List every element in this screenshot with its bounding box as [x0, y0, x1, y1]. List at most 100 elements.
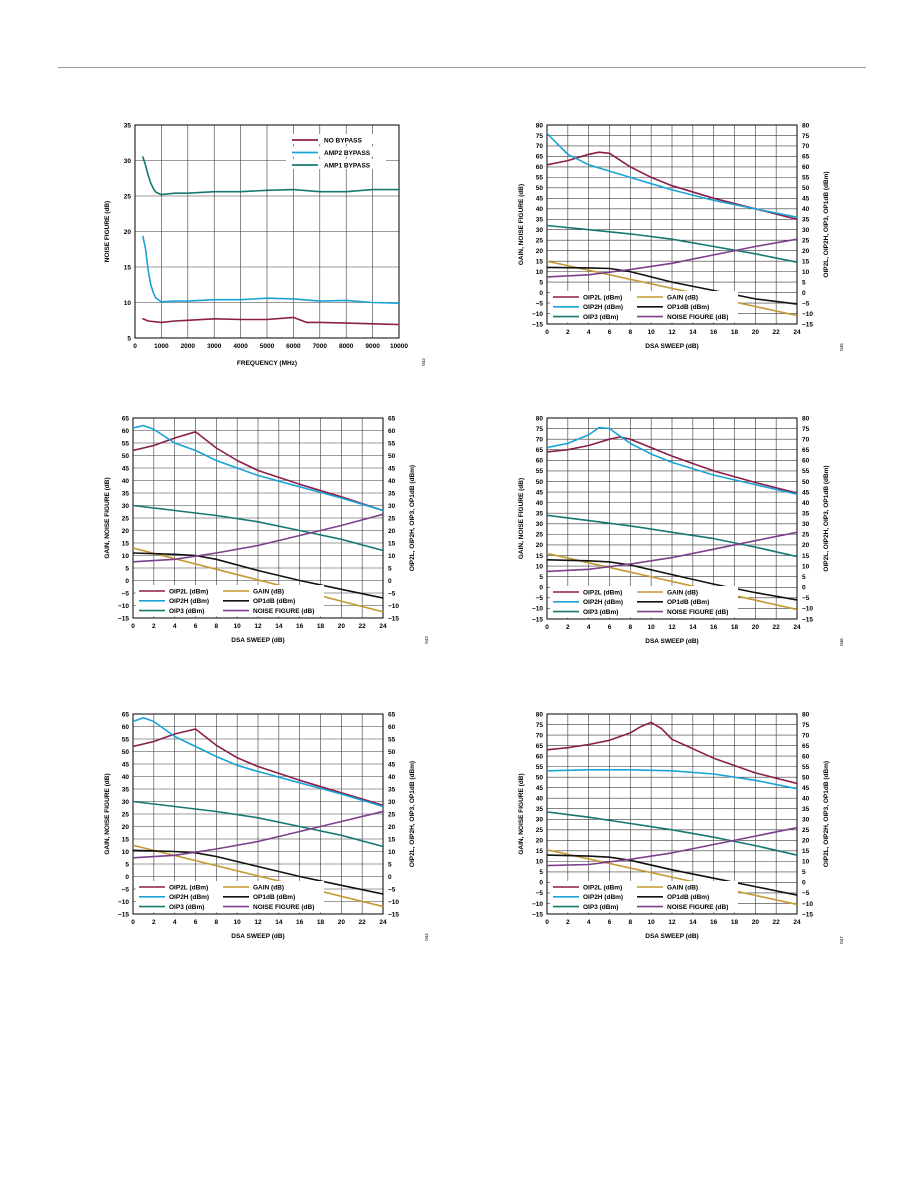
- y-tick-label: 15: [536, 258, 544, 265]
- x-tick-label: 18: [317, 919, 325, 926]
- x-tick-label: 14: [275, 623, 283, 630]
- legend-label-noise-figure-db: NOISE FIGURE (dB): [253, 904, 314, 911]
- y-right-tick-label: 65: [388, 711, 396, 718]
- x-tick-label: 6: [608, 624, 612, 631]
- y-right-tick-label: 20: [388, 528, 396, 535]
- y-tick-label: −15: [532, 321, 543, 328]
- x-tick-label: 14: [275, 919, 283, 926]
- y-tick-label: −10: [532, 606, 543, 613]
- x-tick-label: 8: [629, 624, 633, 631]
- y-tick-label: −15: [532, 616, 543, 623]
- y-right-tick-label: 25: [388, 515, 396, 522]
- y-tick-label: 25: [122, 811, 130, 818]
- series-line-oip2l-dbm: [547, 436, 797, 494]
- legend-label-oip3-dbm: OIP3 (dBm): [169, 608, 204, 615]
- y-right-tick-label: −15: [802, 616, 813, 623]
- y-tick-label: 60: [536, 458, 544, 465]
- x-tick-label: 10: [648, 329, 656, 336]
- series-line-noise-figure-db: [133, 513, 383, 563]
- figure-code: 044: [424, 933, 429, 941]
- x-tick-label: 4: [587, 624, 591, 631]
- y-tick-label: 15: [536, 553, 544, 560]
- y-right-tick-label: 60: [388, 428, 396, 435]
- y-right-tick-label: 40: [802, 500, 810, 507]
- y-tick-label: 40: [122, 774, 130, 781]
- y-right-tick-label: −5: [388, 590, 396, 597]
- y-axis-label-right: OIP2L, OIP2H, OIP3, OP1dB (dBm): [823, 465, 830, 571]
- series-line-amp2-bypass: [142, 235, 399, 304]
- y-tick-label: −5: [122, 590, 130, 597]
- y-tick-label: 5: [539, 869, 543, 876]
- y-tick-label: 30: [536, 521, 544, 528]
- x-tick-label: 6000: [286, 343, 301, 350]
- y-tick-label: 70: [536, 732, 544, 739]
- x-tick-label: 4: [587, 329, 591, 336]
- y-right-tick-label: 10: [388, 849, 396, 856]
- y-tick-label: 55: [536, 468, 544, 475]
- series-line-oip2h-dbm: [547, 769, 797, 790]
- y-tick-label: 25: [124, 193, 132, 200]
- y-tick-label: 55: [536, 175, 544, 182]
- legend-label-oip2l-dbm: OIP2L (dBm): [583, 589, 622, 596]
- x-tick-label: 20: [338, 919, 346, 926]
- legend-label-oip2h-dbm: OIP2H (dBm): [583, 304, 623, 311]
- legend-label-noise-figure-db: NOISE FIGURE (dB): [253, 608, 314, 615]
- y-right-tick-label: 15: [802, 553, 810, 560]
- y-tick-label: 70: [536, 143, 544, 150]
- y-right-tick-label: 45: [802, 785, 810, 792]
- y-axis-label: GAIN, NOISE FIGURE (dB): [104, 477, 111, 558]
- legend-label-oip3-dbm: OIP3 (dBm): [169, 904, 204, 911]
- y-right-tick-label: −15: [802, 911, 813, 918]
- y-right-tick-label: 45: [388, 465, 396, 472]
- y-tick-label: 50: [536, 185, 544, 192]
- series-line-gain-db: [547, 552, 797, 611]
- y-tick-label: −10: [532, 311, 543, 318]
- series-line-op1db-dbm: [547, 266, 797, 305]
- chart-3: 0 2 4 6 8 10 12 14 16 18 20 22 24−15 −15−10 −10−5 −50 05…: [104, 415, 429, 644]
- y-tick-label: 35: [536, 217, 544, 224]
- y-right-tick-label: 0: [802, 880, 806, 887]
- legend-label-gain-db: GAIN (dB): [667, 884, 698, 891]
- y-right-tick-label: 35: [388, 786, 396, 793]
- series-line-op1db-dbm: [133, 552, 383, 599]
- legend-label-noise-figure-db: NOISE FIGURE (dB): [667, 609, 728, 616]
- y-right-tick-label: 20: [802, 248, 810, 255]
- figure-code: 045: [839, 343, 844, 351]
- plot-frame: [132, 417, 384, 619]
- y-right-tick-label: −10: [802, 311, 813, 318]
- y-tick-label: 55: [536, 764, 544, 771]
- y-tick-label: 75: [536, 133, 544, 140]
- y-tick-label: 80: [536, 415, 544, 422]
- series-line-oip3-dbm: [547, 224, 797, 263]
- y-tick-label: 65: [122, 415, 130, 422]
- y-right-tick-label: 50: [388, 453, 396, 460]
- x-axis-label: DSA SWEEP (dB): [645, 638, 698, 645]
- x-tick-label: 14: [689, 329, 697, 336]
- y-tick-label: 30: [536, 227, 544, 234]
- x-tick-label: 22: [359, 919, 367, 926]
- y-tick-label: 65: [536, 743, 544, 750]
- y-tick-label: −10: [532, 901, 543, 908]
- series-line-noise-figure-db: [133, 810, 383, 859]
- y-tick-label: −5: [536, 595, 544, 602]
- y-tick-label: 60: [122, 428, 130, 435]
- legend-label-noise-figure-db: NOISE FIGURE (dB): [667, 314, 728, 321]
- y-tick-label: 25: [536, 532, 544, 539]
- series-line-oip2h-dbm: [133, 424, 383, 512]
- y-tick-label: 30: [122, 799, 130, 806]
- plot-frame: [132, 713, 384, 915]
- y-right-tick-label: 10: [802, 563, 810, 570]
- x-tick-label: 0: [545, 919, 549, 926]
- y-right-tick-label: −15: [388, 911, 399, 918]
- legend-label-oip3-dbm: OIP3 (dBm): [583, 314, 618, 321]
- x-tick-label: 2: [152, 919, 156, 926]
- series-line-oip2h-dbm: [547, 426, 797, 495]
- y-tick-label: −15: [532, 911, 543, 918]
- y-right-tick-label: 30: [802, 227, 810, 234]
- x-axis-label: DSA SWEEP (dB): [231, 637, 284, 644]
- x-tick-label: 0: [133, 343, 137, 350]
- y-right-tick-label: 55: [388, 440, 396, 447]
- y-tick-label: 65: [122, 711, 130, 718]
- y-tick-label: 40: [122, 478, 130, 485]
- x-tick-label: 8: [215, 919, 219, 926]
